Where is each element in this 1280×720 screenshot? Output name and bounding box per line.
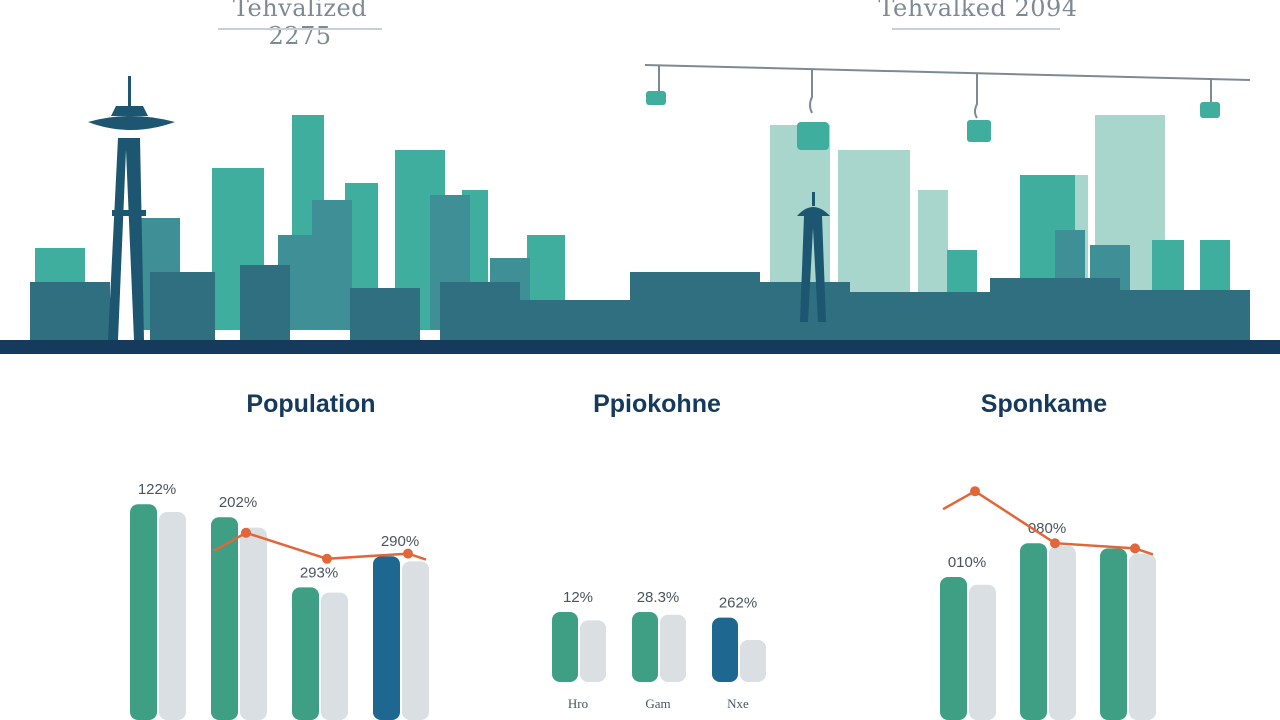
trend-point-0-2 — [403, 548, 413, 559]
ground-line — [0, 340, 1280, 354]
bar-charts-area: 122% 202% 293% 290% 12% Hro 28.3% Gam 262% Nxe 010… — [130, 481, 1156, 720]
bar-secondary-2-2 — [1129, 553, 1156, 720]
data-label-0-1: 202% — [219, 494, 257, 511]
bar-primary-2-0 — [940, 577, 967, 720]
header-left-divider — [218, 28, 382, 30]
bar-primary-1-0 — [552, 612, 578, 682]
bar-secondary-1-0 — [580, 620, 606, 682]
bar-secondary-2-1 — [1049, 545, 1076, 720]
category-label-1-2: Nxe — [727, 696, 749, 711]
chart-title-ppiokohne: Ppiokohne — [593, 390, 721, 418]
bar-primary-0-0 — [130, 504, 157, 720]
data-label-0-0: 122% — [138, 481, 176, 498]
data-label-1-2: 262% — [719, 595, 757, 612]
cable-car — [644, 64, 1251, 119]
data-label-1-0: 12% — [563, 589, 593, 606]
city-skyline-illustration — [0, 64, 1280, 354]
trend-point-0-0 — [241, 527, 251, 538]
space-needle-left — [88, 76, 175, 340]
bar-secondary-0-1 — [240, 527, 267, 720]
bar-primary-1-1 — [632, 612, 658, 682]
trend-point-0-1 — [322, 553, 332, 564]
cable-car-cabins — [646, 91, 1220, 150]
bar-secondary-0-3 — [402, 561, 429, 720]
header-left-title: Tehvalized 2275 — [232, 0, 368, 50]
trend-point-2-2 — [1130, 543, 1140, 554]
chart-title-population: Population — [246, 390, 376, 418]
header-right-divider — [892, 28, 1060, 30]
trend-point-2-1 — [1050, 538, 1060, 549]
category-label-1-1: Gam — [645, 696, 670, 711]
data-label-1-1: 28.3% — [637, 589, 680, 606]
bar-primary-0-3 — [373, 556, 400, 720]
bar-primary-1-2 — [712, 617, 738, 682]
bar-secondary-0-2 — [321, 592, 348, 720]
bar-secondary-1-2 — [740, 640, 766, 682]
trend-point-2-0 — [970, 486, 980, 497]
bar-primary-0-2 — [292, 587, 319, 720]
header-right-title: Tehvalked 2094 — [878, 0, 1078, 22]
bar-secondary-1-1 — [660, 614, 686, 682]
bar-secondary-0-0 — [159, 512, 186, 720]
bar-primary-2-1 — [1020, 543, 1047, 720]
bar-secondary-2-0 — [969, 584, 996, 720]
chart-title-sponkame: Sponkame — [980, 390, 1108, 418]
data-label-2-0: 010% — [948, 554, 986, 571]
bar-primary-2-2 — [1100, 548, 1127, 720]
category-label-1-0: Hro — [568, 696, 588, 711]
bar-primary-0-1 — [211, 517, 238, 720]
space-needle-right — [797, 192, 830, 322]
data-label-0-3: 290% — [381, 533, 419, 550]
data-label-0-2: 293% — [300, 564, 338, 581]
